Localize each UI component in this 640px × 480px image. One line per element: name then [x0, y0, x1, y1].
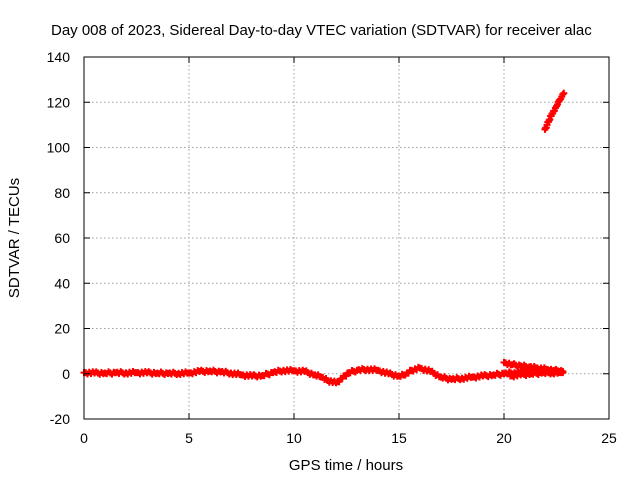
- y-tick-label: 140: [47, 49, 71, 65]
- x-tick-label: 0: [80, 430, 88, 446]
- x-tick-labels: 0 5 10 15 20 25: [80, 430, 617, 446]
- data-point: [559, 369, 567, 377]
- axis-ticks: [83, 56, 610, 420]
- x-tick-label: 10: [286, 430, 302, 446]
- x-tick-label: 5: [185, 430, 193, 446]
- data-point: [560, 89, 568, 97]
- y-tick-label: 80: [54, 185, 70, 201]
- y-tick-labels: -20 0 20 40 60 80 100 120 140: [47, 49, 71, 427]
- x-tick-label: 25: [601, 430, 617, 446]
- x-axis-label: GPS time / hours: [289, 457, 403, 474]
- data-point: [559, 90, 567, 98]
- y-tick-label: 100: [47, 140, 71, 156]
- data-points: [80, 89, 568, 387]
- y-tick-label: 40: [54, 275, 70, 291]
- grid: [84, 57, 609, 419]
- y-tick-label: 60: [54, 230, 70, 246]
- y-tick-label: 0: [62, 366, 70, 382]
- y-tick-label: 120: [47, 94, 71, 110]
- y-tick-label: 20: [54, 321, 70, 337]
- y-tick-label: -20: [50, 411, 70, 427]
- x-tick-label: 15: [391, 430, 407, 446]
- chart-title: Day 008 of 2023, Sidereal Day-to-day VTE…: [51, 22, 592, 39]
- y-axis-label: SDTVAR / TECUs: [6, 178, 23, 298]
- x-tick-label: 20: [496, 430, 512, 446]
